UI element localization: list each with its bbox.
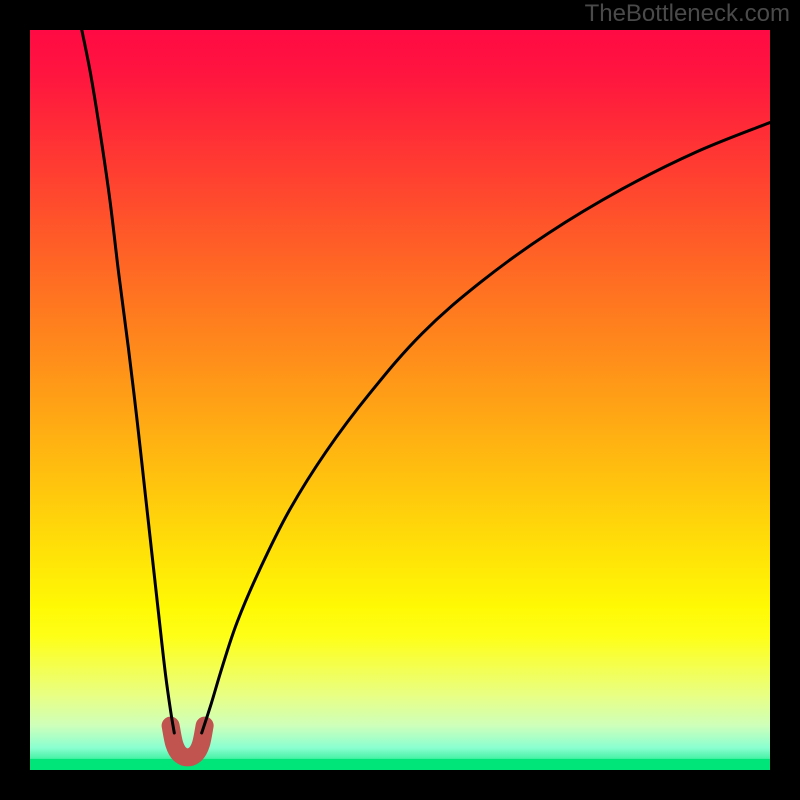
gradient-background (30, 30, 770, 770)
watermark-text: TheBottleneck.com (585, 0, 790, 28)
baseline-band (30, 759, 770, 770)
bottleneck-chart (0, 0, 800, 800)
chart-container: TheBottleneck.com (0, 0, 800, 800)
